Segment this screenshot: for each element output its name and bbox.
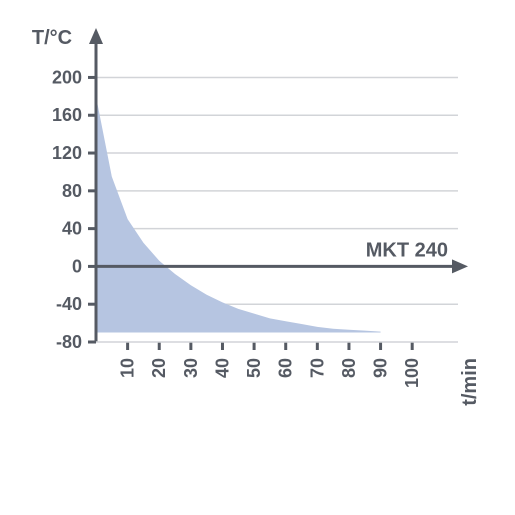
- y-tick-label: 40: [62, 219, 82, 239]
- x-tick-label: 20: [149, 358, 169, 378]
- y-tick-label: 200: [52, 67, 82, 87]
- y-tick-label: -40: [56, 294, 82, 314]
- x-axis-title: t/min: [459, 358, 481, 406]
- x-tick-label: 40: [212, 358, 232, 378]
- x-tick-label: 30: [181, 358, 201, 378]
- x-tick-label: 90: [371, 358, 391, 378]
- y-tick-label: 0: [72, 256, 82, 276]
- x-tick-label: 50: [244, 358, 264, 378]
- y-tick-label: -80: [56, 332, 82, 352]
- x-tick-label: 70: [307, 358, 327, 378]
- x-axis-arrow-icon: [452, 259, 468, 273]
- x-tick-label: 60: [276, 358, 296, 378]
- chart-container: -80 -40 0 40 80 120 160 200 10 20 30 40 50 60 70 80 90 10…: [0, 0, 515, 515]
- y-axis-arrow-icon: [89, 28, 103, 44]
- series-label: MKT 240: [366, 239, 448, 261]
- x-tick-label: 100: [402, 358, 422, 388]
- chart-svg: -80 -40 0 40 80 120 160 200 10 20 30 40 50 60 70 80 90 10…: [0, 0, 515, 515]
- y-tick-label: 80: [62, 181, 82, 201]
- y-tick-label: 120: [52, 143, 82, 163]
- y-axis-title: T/°C: [32, 27, 72, 49]
- area-fill: [96, 96, 381, 332]
- x-tick-label: 80: [339, 358, 359, 378]
- y-tick-label: 160: [52, 105, 82, 125]
- x-tick-label: 10: [118, 358, 138, 378]
